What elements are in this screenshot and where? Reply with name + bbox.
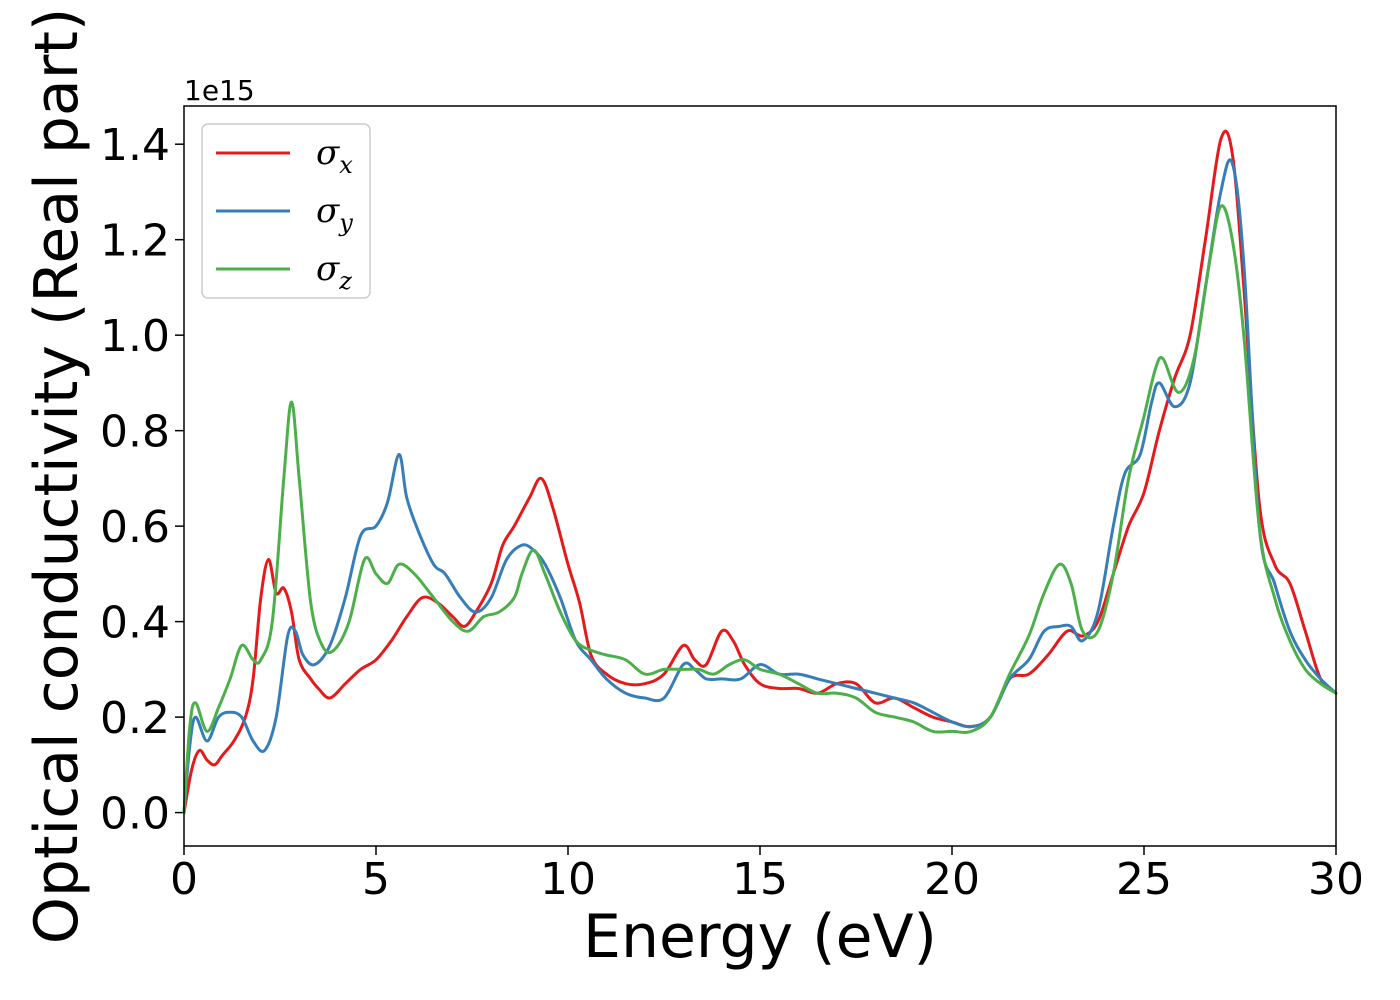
x-tick-label: 10 — [540, 854, 596, 905]
legend-label-x: σx — [316, 133, 353, 179]
y-tick-label: 1.0 — [100, 311, 170, 362]
y-tick-label: 0.4 — [100, 598, 170, 649]
legend-label-z: σz — [316, 249, 352, 295]
legend-label-base: σ — [316, 191, 340, 231]
y-tick-label: 0.8 — [100, 407, 170, 458]
series-lines — [182, 129, 1338, 815]
y-axis-label: Optical conductivity (Real part) — [22, 8, 92, 945]
legend-label-base: σ — [316, 133, 340, 173]
series-line-y — [182, 158, 1338, 815]
y-offset-label: 1e15 — [184, 74, 255, 107]
legend-label-subscript: y — [338, 209, 353, 237]
y-tick-label: 0.2 — [100, 693, 170, 744]
x-axis-ticks: 0 5 10 15 20 25 30 — [170, 846, 1364, 905]
series-line-x — [182, 129, 1338, 815]
legend-label-subscript: z — [338, 267, 352, 295]
y-tick-label: 0.6 — [100, 502, 170, 553]
x-tick-label: 20 — [924, 854, 980, 905]
y-tick-label: 1.4 — [100, 120, 170, 171]
legend-label-subscript: x — [339, 151, 353, 179]
legend-label-y: σy — [316, 191, 353, 237]
legend-label-base: σ — [316, 249, 340, 289]
series-line-z — [182, 204, 1338, 815]
y-axis-ticks: 0.0 0.2 0.4 0.6 0.8 1.0 1.2 1.4 — [100, 120, 184, 840]
x-tick-label: 0 — [170, 854, 198, 905]
plot-area-frame — [183, 105, 1337, 847]
x-tick-label: 25 — [1116, 854, 1172, 905]
y-tick-label: 1.2 — [100, 216, 170, 267]
x-axis-label: Energy (eV) — [583, 902, 937, 972]
x-tick-label: 5 — [362, 854, 390, 905]
y-tick-label: 0.0 — [100, 789, 170, 840]
x-tick-label: 15 — [732, 854, 788, 905]
x-tick-label: 30 — [1308, 854, 1364, 905]
